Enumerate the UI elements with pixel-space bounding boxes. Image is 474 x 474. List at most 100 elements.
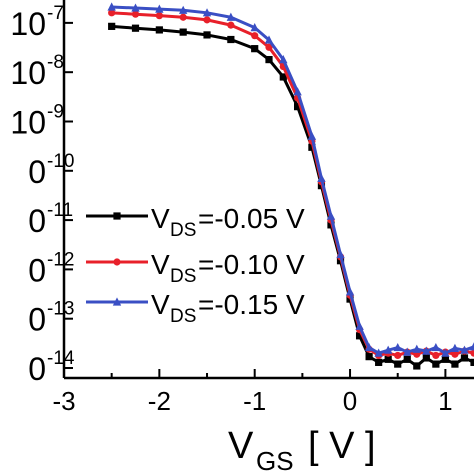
y-tick-base: 10 bbox=[10, 55, 46, 91]
y-tick-label: 10 -7 bbox=[10, 3, 64, 42]
data-point-square bbox=[403, 355, 411, 363]
data-point-square bbox=[279, 73, 287, 81]
data-point-triangle bbox=[403, 347, 412, 356]
data-point-triangle bbox=[178, 5, 188, 14]
data-point-triangle bbox=[226, 12, 236, 21]
data-point-triangle bbox=[469, 342, 474, 351]
y-tick-exponent: -12 bbox=[47, 249, 74, 270]
data-point-square bbox=[422, 354, 430, 362]
data-point-square bbox=[179, 28, 187, 36]
data-point-triangle bbox=[355, 321, 364, 330]
legend-item-3: V DS =-0.15 V bbox=[86, 289, 305, 327]
data-point-circle bbox=[131, 10, 140, 18]
legend-label-main: V bbox=[151, 249, 170, 280]
y-tick-base: 0 bbox=[28, 351, 46, 387]
data-point-square bbox=[251, 45, 259, 53]
data-point-circle bbox=[108, 9, 116, 17]
y-tick-label: 10 -9 bbox=[10, 101, 64, 140]
data-point-circle bbox=[155, 12, 163, 20]
data-point-square bbox=[365, 353, 373, 361]
data-point-square bbox=[265, 55, 273, 64]
x-tick-label: -2 bbox=[148, 386, 171, 416]
y-tick-label: 0 -12 bbox=[28, 249, 74, 288]
data-point-triangle bbox=[364, 342, 374, 352]
data-point-triangle bbox=[460, 345, 469, 354]
data-point-square bbox=[227, 35, 235, 44]
legend-label-value: =-0.05 V bbox=[198, 203, 305, 234]
data-point-triangle bbox=[107, 2, 116, 11]
data-point-square bbox=[451, 360, 459, 368]
data-point-triangle bbox=[202, 8, 212, 17]
y-tick-exponent: -9 bbox=[47, 101, 64, 122]
x-tick-label: -1 bbox=[243, 386, 266, 416]
data-point-square bbox=[113, 212, 121, 220]
legend-label-value: =-0.10 V bbox=[198, 249, 305, 280]
legend-label-main: V bbox=[151, 289, 170, 320]
data-point-triangle bbox=[393, 342, 402, 352]
x-axis-label-unit: [ V ] bbox=[308, 425, 376, 467]
data-point-square bbox=[355, 332, 364, 340]
y-tick-exponent: -8 bbox=[47, 52, 64, 73]
y-tick-label: 0 -11 bbox=[28, 200, 73, 239]
series-line bbox=[111, 5, 474, 355]
data-point-triangle bbox=[336, 249, 345, 259]
data-point-circle bbox=[394, 351, 402, 360]
data-point-circle bbox=[113, 258, 121, 266]
y-tick-base: 0 bbox=[28, 203, 46, 239]
data-point-triangle bbox=[264, 35, 274, 44]
y-tick-exponent: -11 bbox=[47, 200, 73, 221]
data-point-square bbox=[108, 22, 116, 30]
y-tick-base: 0 bbox=[28, 252, 46, 288]
data-point-triangle bbox=[317, 173, 326, 183]
data-point-triangle bbox=[450, 343, 460, 352]
data-point-triangle bbox=[422, 346, 431, 355]
data-point-square bbox=[155, 26, 163, 34]
data-point-square bbox=[470, 358, 474, 366]
legend-label-subscript: DS bbox=[170, 220, 196, 241]
data-point-circle bbox=[251, 32, 259, 40]
data-point-square bbox=[460, 354, 469, 362]
data-point-circle bbox=[265, 43, 273, 51]
data-point-square bbox=[441, 355, 449, 363]
x-axis-label-main: V bbox=[228, 425, 254, 467]
data-point-triangle bbox=[155, 4, 164, 13]
y-tick-label: 0 -10 bbox=[28, 151, 74, 190]
data-point-triangle bbox=[293, 87, 302, 96]
data-point-square bbox=[413, 362, 421, 370]
data-point-triangle bbox=[307, 131, 317, 140]
legend-label-subscript: DS bbox=[170, 306, 196, 327]
data-point-triangle bbox=[431, 342, 441, 352]
y-tick-exponent: -13 bbox=[47, 299, 74, 320]
data-point-triangle bbox=[112, 297, 122, 306]
x-axis-label-subscript: GS bbox=[256, 446, 294, 474]
y-tick-base: 0 bbox=[28, 154, 46, 190]
data-point-triangle bbox=[345, 287, 355, 296]
axes-layer bbox=[62, 0, 474, 380]
x-tick-label: 0 bbox=[343, 386, 357, 416]
data-point-square bbox=[294, 103, 302, 111]
y-tick-exponent: -14 bbox=[47, 348, 75, 369]
data-point-triangle bbox=[250, 23, 259, 32]
data-point-square bbox=[131, 24, 140, 32]
y-tick-label: 0 -13 bbox=[28, 299, 74, 338]
legend-label-subscript: DS bbox=[170, 266, 196, 287]
legend-item-2: V DS =-0.10 V bbox=[86, 249, 305, 287]
series-3 bbox=[107, 2, 474, 357]
data-point-square bbox=[394, 360, 402, 368]
x-tick-label: 1 bbox=[438, 386, 452, 416]
legend-label-value: =-0.15 V bbox=[198, 289, 305, 320]
data-point-square bbox=[384, 355, 392, 363]
data-point-circle bbox=[432, 351, 440, 360]
data-point-triangle bbox=[441, 348, 450, 357]
data-point-triangle bbox=[279, 54, 288, 64]
data-point-square bbox=[375, 358, 383, 366]
x-tick-label: -3 bbox=[52, 386, 75, 416]
series-layer bbox=[107, 2, 474, 370]
legend-label-main: V bbox=[151, 203, 170, 234]
data-point-circle bbox=[179, 13, 187, 21]
y-tick-exponent: -7 bbox=[47, 3, 64, 24]
data-point-triangle bbox=[412, 344, 421, 353]
data-point-circle bbox=[203, 16, 211, 24]
